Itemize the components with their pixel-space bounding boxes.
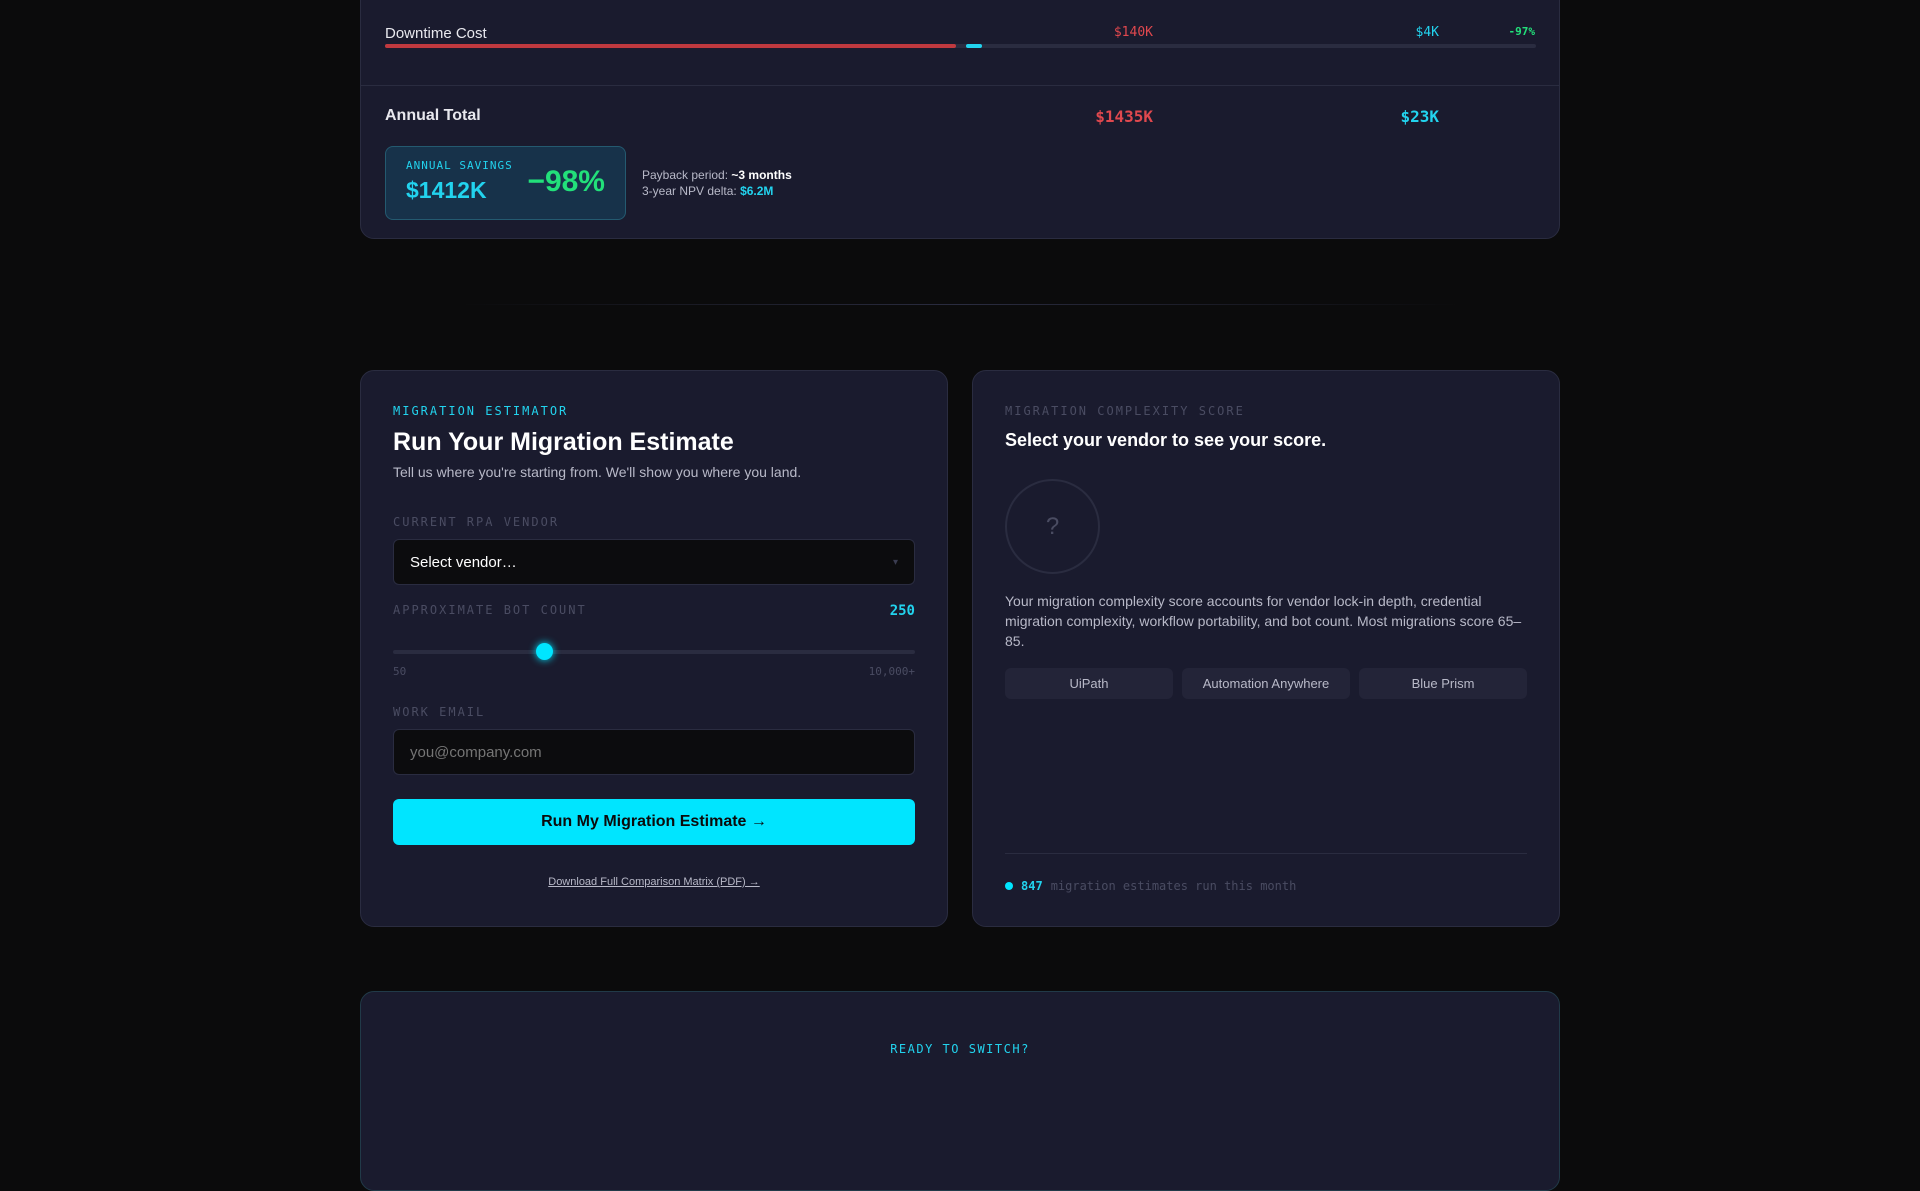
estimates-counter: 847 migration estimates run this month <box>1005 879 1296 893</box>
old-cost-bar <box>385 44 956 48</box>
section-divider <box>460 304 1460 305</box>
savings-percent: −98% <box>527 165 605 198</box>
delta-badge: -97% <box>1508 25 1536 38</box>
cta-card: READY TO SWITCH? <box>360 991 1560 1191</box>
savings-label: ANNUAL SAVINGS <box>406 159 513 172</box>
bot-count-label: APPROXIMATE BOT COUNT <box>393 603 587 617</box>
npv: 3-year NPV delta: $6.2M <box>642 184 773 198</box>
new-cost-bar <box>965 44 982 48</box>
estimator-eyebrow: MIGRATION ESTIMATOR <box>393 404 569 418</box>
live-dot-icon <box>1005 882 1013 890</box>
migration-estimator-card: MIGRATION ESTIMATOR Run Your Migration E… <box>360 370 948 927</box>
payback-label: Payback period: <box>642 168 729 182</box>
download-matrix-link[interactable]: Download Full Comparison Matrix (PDF) → <box>548 876 760 888</box>
estimator-title: Run Your Migration Estimate <box>393 428 734 456</box>
divider <box>1005 853 1527 854</box>
score-title: Select your vendor to see your score. <box>1005 430 1327 450</box>
run-estimate-button[interactable]: Run My Migration Estimate → <box>393 799 915 845</box>
npv-value: $6.2M <box>740 184 774 198</box>
email-input[interactable] <box>393 729 915 775</box>
cost-bar-track <box>385 44 1536 48</box>
vendor-select-value: Select vendor… <box>410 553 517 571</box>
vendor-button-uipath[interactable]: UiPath <box>1005 668 1173 699</box>
row-label: Downtime Cost <box>385 25 487 42</box>
savings-amount: $1412K <box>406 177 487 203</box>
vendor-select[interactable]: Select vendor… ▾ <box>393 539 915 585</box>
divider <box>361 85 1559 86</box>
vendor-button-automation-anywhere[interactable]: Automation Anywhere <box>1182 668 1350 699</box>
estimator-subtitle: Tell us where you're starting from. We'l… <box>393 464 802 480</box>
bot-count-value: 250 <box>889 603 915 619</box>
complexity-score-card: MIGRATION COMPLEXITY SCORE Select your v… <box>972 370 1560 927</box>
new-value: $4K <box>1415 25 1439 40</box>
estimates-count: 847 <box>1021 879 1043 893</box>
annual-total-old: $1435K <box>1095 107 1153 126</box>
cta-eyebrow: READY TO SWITCH? <box>890 1042 1030 1056</box>
slider-min: 50 <box>393 665 407 678</box>
chevron-down-icon: ▾ <box>892 556 898 568</box>
score-gauge: ? <box>1005 479 1100 574</box>
vendor-label: CURRENT RPA VENDOR <box>393 515 560 529</box>
annual-total-label: Annual Total <box>385 107 481 124</box>
payback: Payback period: ~3 months <box>642 168 792 182</box>
payback-value: ~3 months <box>731 168 792 182</box>
old-value: $140K <box>1113 25 1153 40</box>
slider-max: 10,000+ <box>868 665 915 678</box>
npv-label: 3-year NPV delta: <box>642 184 737 198</box>
score-eyebrow: MIGRATION COMPLEXITY SCORE <box>1005 404 1245 418</box>
vendor-button-blue-prism[interactable]: Blue Prism <box>1359 668 1527 699</box>
bot-count-slider[interactable] <box>393 643 915 660</box>
annual-savings-box: ANNUAL SAVINGS $1412K −98% <box>385 146 626 220</box>
email-label: WORK EMAIL <box>393 705 486 719</box>
score-description: Your migration complexity score accounts… <box>1005 593 1522 649</box>
estimates-text: migration estimates run this month <box>1050 879 1297 893</box>
cost-comparison-card: Downtime Cost $140K $4K -97% Annual Tota… <box>360 0 1560 239</box>
annual-total-new: $23K <box>1400 107 1439 126</box>
slider-thumb[interactable] <box>536 643 554 660</box>
